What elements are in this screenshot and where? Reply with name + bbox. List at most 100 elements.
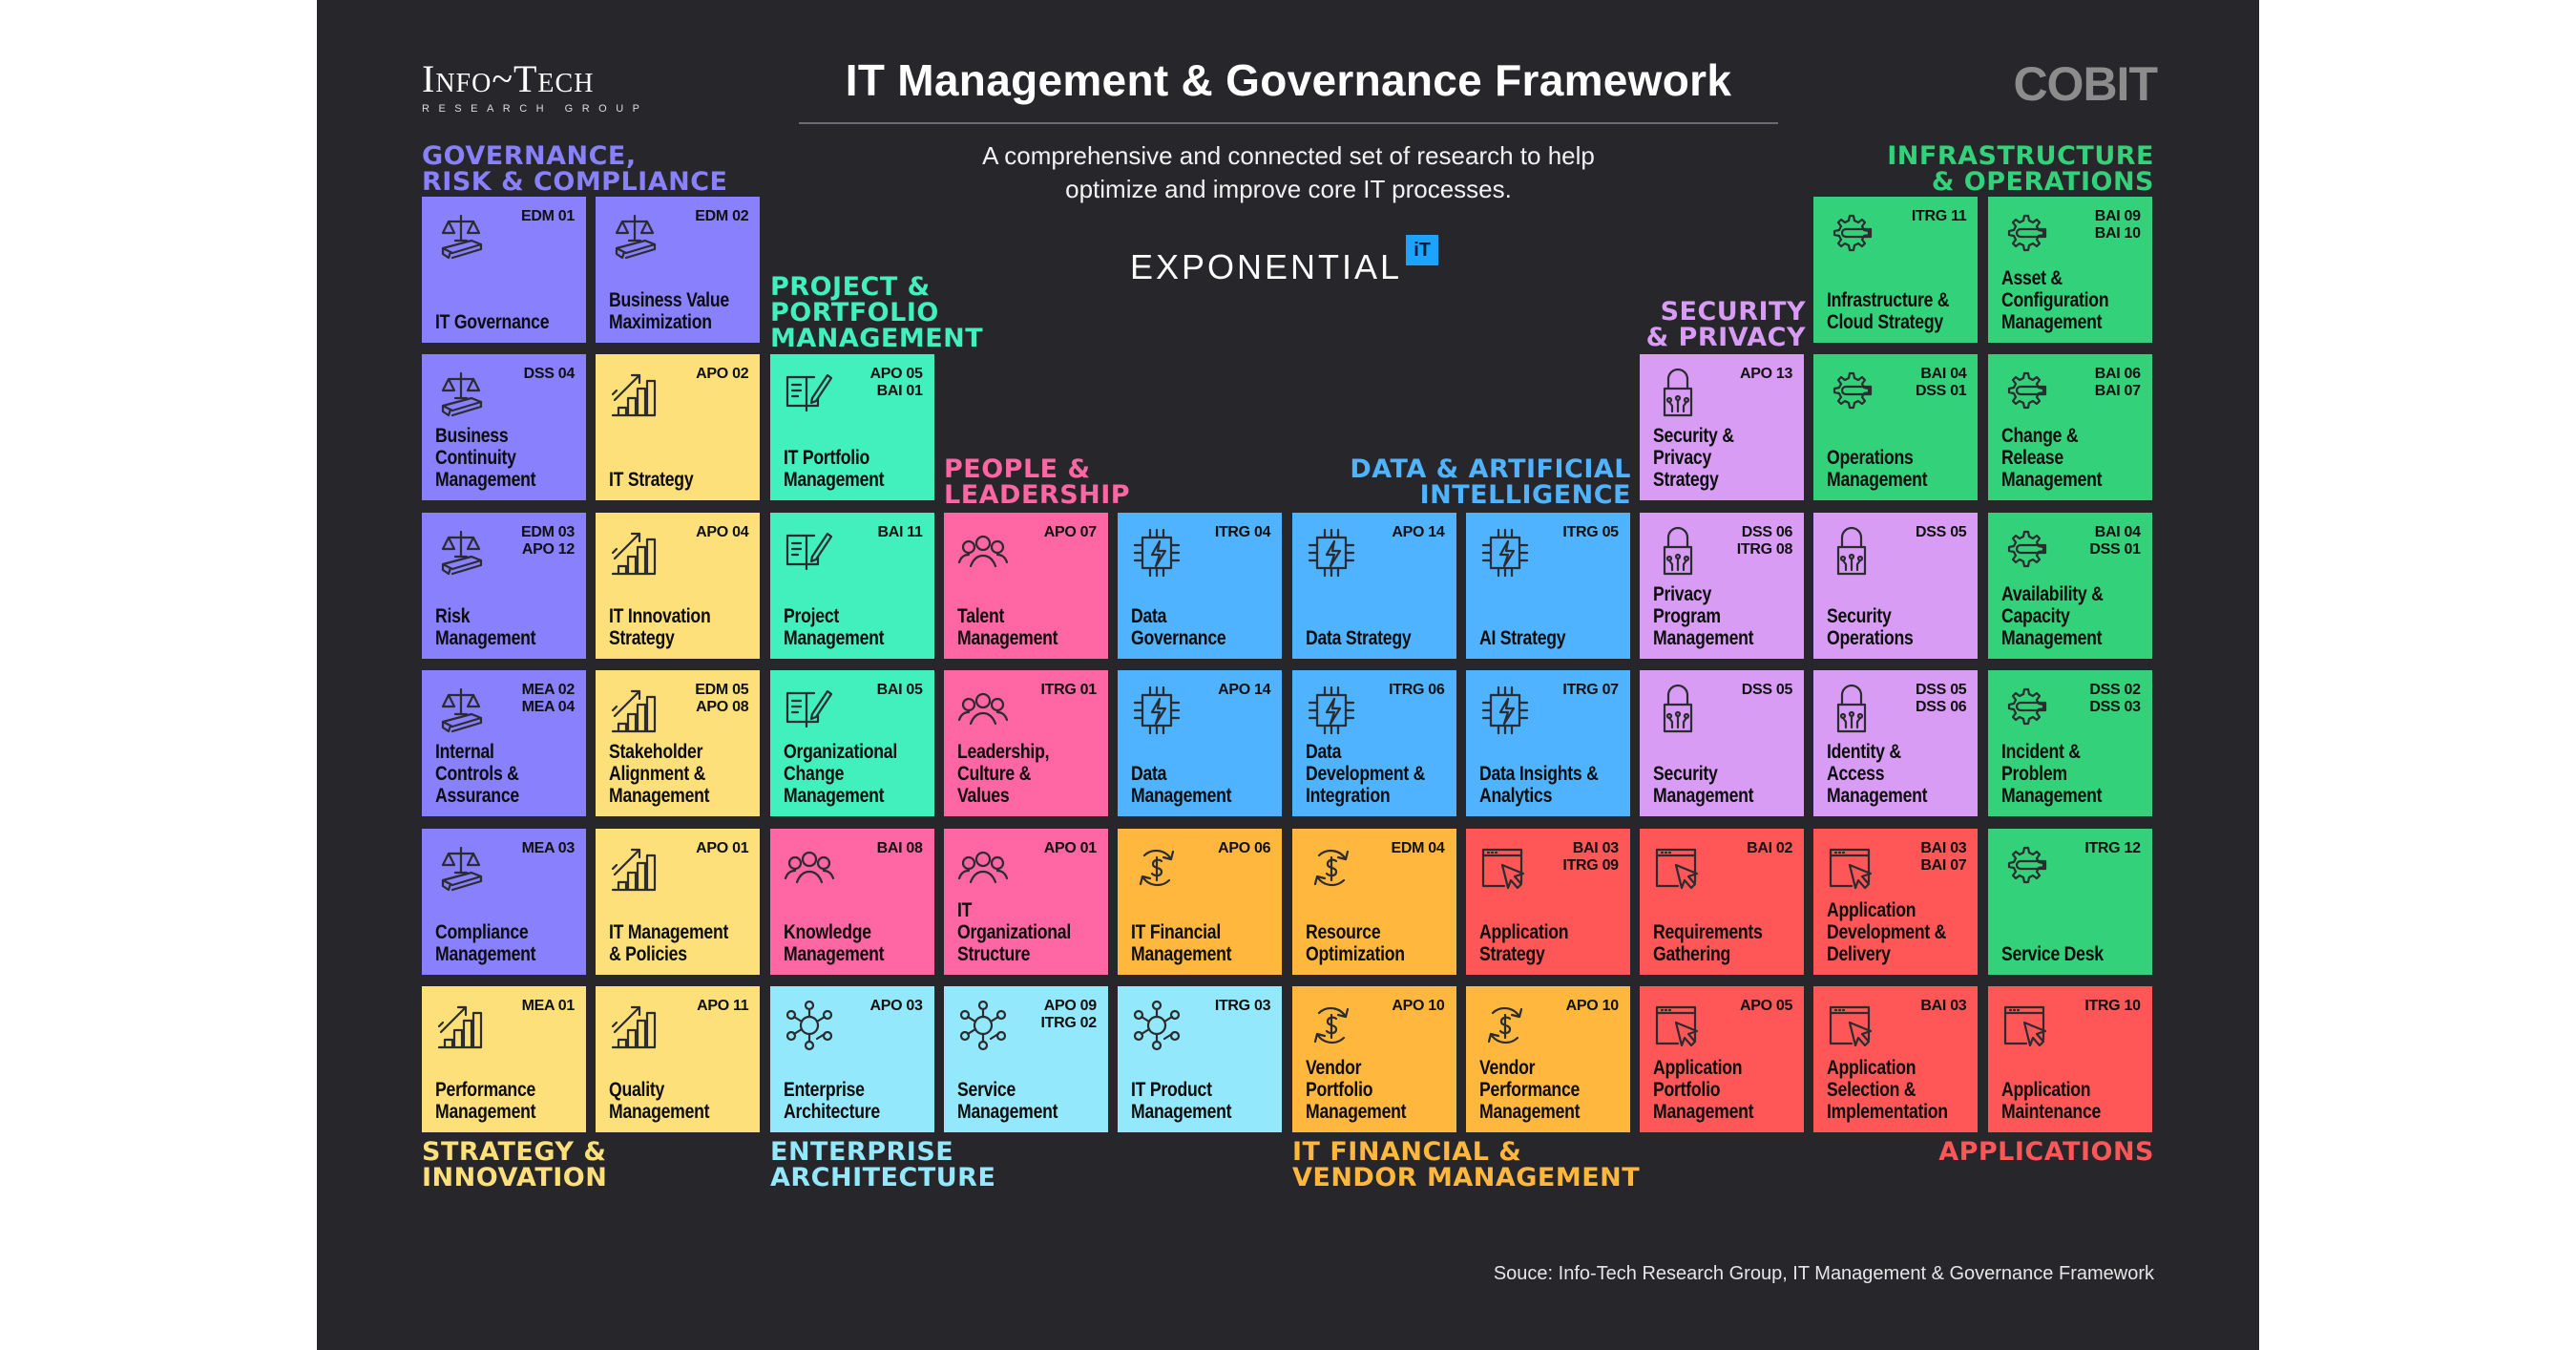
scale-icon — [435, 526, 487, 578]
lock-icon — [1653, 684, 1705, 735]
tile-name: Talent Management — [956, 604, 1058, 649]
framework-tile: DSS 06 ITRG 08 Privacy Program Management — [1640, 512, 1805, 659]
category-label-people: PEOPLE & LEADERSHIP — [944, 454, 1131, 510]
tile-name: Application Maintenance — [2000, 1079, 2101, 1123]
tile-code: BAI 03 ITRG 09 — [1562, 839, 1619, 874]
scale-icon — [435, 368, 487, 419]
tile-name: Stakeholder Alignment & Management — [609, 741, 710, 808]
framework-tile: APO 07 Talent Management — [943, 512, 1108, 659]
chip-icon — [1479, 526, 1531, 578]
tile-code: ITRG 11 — [1911, 208, 1967, 224]
tile-code: EDM 04 — [1391, 839, 1445, 856]
framework-tile: ITRG 06 Data Development & Integration — [1291, 670, 1456, 817]
tile-code: ITRG 01 — [1040, 682, 1098, 699]
tile-name: Data Governance — [1131, 604, 1226, 649]
chip-icon — [1479, 684, 1531, 735]
dollar-cycle-icon — [1306, 1000, 1357, 1051]
tile-code: BAI 08 — [876, 839, 923, 856]
lock-icon — [1827, 526, 1878, 578]
framework-tile: ITRG 04 Data Governance — [1118, 512, 1283, 659]
tile-code: BAI 06 BAI 07 — [2094, 366, 2141, 400]
tile-name: Incident & Problem Management — [2000, 741, 2103, 808]
tile-name: Security & Privacy Strategy — [1653, 425, 1734, 492]
framework-tile: MEA 01 Performance Management — [422, 986, 586, 1132]
category-label-financial: IT FINANCIAL & VENDOR MANAGEMENT — [1292, 1137, 1641, 1192]
category-label-applications: APPLICATIONS — [1938, 1137, 2154, 1167]
framework-tile: APO 09 ITRG 02 Service Management — [943, 986, 1108, 1132]
tile-code: DSS 02 DSS 03 — [2089, 682, 2141, 716]
framework-tile: APO 11 Quality Management — [596, 986, 761, 1132]
tile-code: APO 13 — [1739, 366, 1793, 383]
tile-name: IT Strategy — [609, 469, 694, 492]
tile-code: APO 04 — [696, 523, 749, 540]
tile-code: APO 14 — [1218, 682, 1271, 699]
tile-name: Vendor Portfolio Management — [1305, 1057, 1407, 1123]
gear-wrench-icon — [2001, 368, 2053, 419]
framework-tile: APO 03 Enterprise Architecture — [769, 986, 934, 1132]
tile-code: ITRG 10 — [2084, 998, 2141, 1014]
scale-icon — [435, 842, 487, 894]
scale-icon — [435, 210, 487, 262]
category-label-security: SECURITY & PRIVACY — [1645, 297, 1806, 352]
tile-name: Risk Management — [435, 604, 536, 649]
tile-code: DSS 04 — [523, 366, 576, 383]
network-icon — [1131, 1000, 1183, 1051]
tile-name: Internal Controls & Assurance — [435, 741, 519, 808]
dollar-cycle-icon — [1131, 842, 1183, 894]
tile-code: MEA 02 MEA 04 — [521, 682, 576, 716]
tile-name: Business Value Maximization — [609, 289, 730, 333]
tile-name: Knowledge Management — [783, 920, 885, 965]
tile-code: ITRG 05 — [1562, 523, 1619, 540]
info-tech-logo: Info~Tech — [422, 57, 595, 100]
framework-tile: ITRG 03 IT Product Management — [1118, 986, 1283, 1132]
people-icon — [957, 526, 1009, 578]
exponential-it-logo: EXPONENTIAL — [1130, 247, 1403, 286]
tile-name: Compliance Management — [435, 920, 536, 965]
tile-name: AI Strategy — [1478, 626, 1566, 649]
framework-tile: EDM 01 IT Governance — [422, 197, 586, 343]
category-label-infrastructure: INFRASTRUCTURE & OPERATIONS — [1887, 141, 2154, 197]
framework-tile: ITRG 12 Service Desk — [1987, 828, 2152, 975]
tile-code: MEA 01 — [521, 998, 576, 1014]
tile-name: Data Strategy — [1305, 626, 1412, 649]
framework-tile: DSS 05 DSS 06 Identity & Access Managemen… — [1813, 670, 1979, 817]
framework-tile: BAI 04 DSS 01 Availability & Capacity Man… — [1987, 512, 2152, 659]
network-icon — [784, 1000, 835, 1051]
gear-wrench-icon — [2001, 842, 2053, 894]
tile-code: APO 05 — [1739, 998, 1793, 1014]
window-cursor-icon — [1827, 842, 1878, 894]
tile-name: Application Development & Delivery — [1827, 898, 1947, 965]
dollar-cycle-icon — [1479, 1000, 1531, 1051]
framework-tile: BAI 04 DSS 01 Operations Management — [1813, 354, 1979, 501]
category-label-strategy: STRATEGY & INNOVATION — [422, 1137, 608, 1192]
tile-name: Operations Management — [1827, 447, 1928, 492]
tile-name: Security Management — [1653, 763, 1754, 808]
framework-tile: APO 04 IT Innovation Strategy — [596, 512, 761, 659]
category-label-project: PROJECT & PORTFOLIO MANAGEMENT — [770, 272, 984, 353]
tile-code: APO 02 — [696, 366, 749, 383]
framework-tile: APO 05 BAI 01 IT Portfolio Management — [769, 354, 934, 501]
book-pen-icon — [784, 526, 835, 578]
title-divider — [799, 122, 1778, 124]
framework-tile: DSS 02 DSS 03 Incident & Problem Manageme… — [1987, 670, 2152, 817]
tile-name: IT Management & Policies — [609, 920, 729, 965]
gear-wrench-icon — [2001, 210, 2053, 262]
chip-icon — [1306, 684, 1357, 735]
tile-name: IT Product Management — [1131, 1079, 1232, 1123]
framework-tile: APO 01 IT Organizational Structure — [943, 828, 1108, 975]
growth-chart-icon — [609, 368, 660, 419]
gear-wrench-icon — [1827, 210, 1878, 262]
tile-name: IT Organizational Structure — [956, 898, 1071, 965]
tile-name: Identity & Access Management — [1827, 741, 1928, 808]
window-cursor-icon — [1479, 842, 1531, 894]
tile-name: Application Selection & Implementation — [1827, 1057, 1949, 1123]
tile-code: DSS 05 — [1916, 523, 1967, 540]
window-cursor-icon — [1827, 1000, 1878, 1051]
framework-tile: APO 05 Application Portfolio Management — [1640, 986, 1805, 1132]
tile-code: BAI 04 DSS 01 — [2089, 523, 2141, 558]
tile-code: MEA 03 — [521, 839, 576, 856]
chip-icon — [1131, 526, 1183, 578]
framework-tile: BAI 06 BAI 07 Change & Release Management — [1987, 354, 2152, 501]
book-pen-icon — [784, 684, 835, 735]
tile-name: Service Desk — [2000, 942, 2104, 965]
